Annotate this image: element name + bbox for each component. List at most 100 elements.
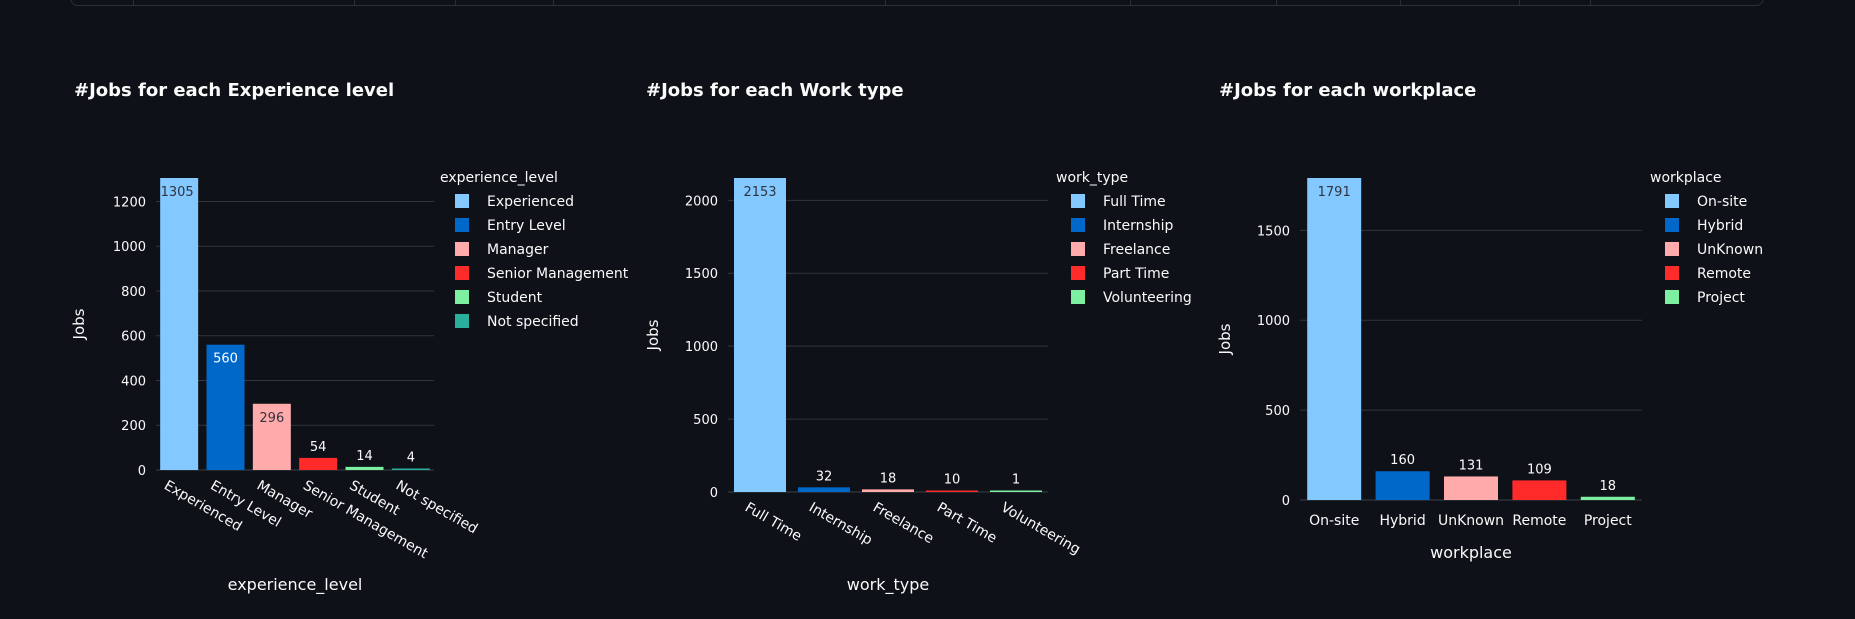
legend-swatch	[455, 314, 469, 328]
x-tick-label: Internship	[806, 500, 875, 549]
legend-title: work_type	[1056, 170, 1128, 186]
legend-swatch	[455, 242, 469, 256]
data-label: 32	[816, 469, 833, 484]
legend-item: Not specified	[487, 314, 579, 330]
legend-swatch	[1665, 290, 1679, 304]
y-axis-title: Jobs	[70, 308, 88, 340]
legend-swatch	[1665, 266, 1679, 280]
legend-item: Senior Management	[487, 266, 629, 282]
y-tick-label: 1500	[1257, 224, 1290, 239]
worktype-bar-chart[interactable]: 0 500 1000 1500 2000 2153 Full Time 32 Internshi…	[636, 140, 1196, 600]
legend-swatch	[1071, 218, 1085, 232]
y-tick-label: 0	[710, 486, 718, 501]
legend-swatch	[1071, 194, 1085, 208]
legend-swatch	[1071, 290, 1085, 304]
x-axis-title: work_type	[847, 575, 929, 595]
legend-item: Manager	[487, 242, 549, 258]
legend-item: Student	[487, 290, 543, 306]
chart-title-experience: #Jobs for each Experience level	[74, 80, 395, 101]
data-label: 18	[1600, 479, 1617, 494]
legend-item: Hybrid	[1697, 218, 1743, 234]
x-tick-label: UnKnown	[1438, 513, 1504, 529]
bar-entry-level	[206, 344, 245, 470]
y-tick-label: 400	[121, 374, 146, 389]
x-axis-title: workplace	[1430, 543, 1512, 562]
top-table-edge	[70, 0, 1764, 6]
legend-item: Internship	[1103, 218, 1174, 234]
legend-item: On-site	[1697, 194, 1747, 210]
chart-title-workplace: #Jobs for each workplace	[1219, 80, 1477, 101]
legend-swatch	[455, 290, 469, 304]
data-label: 131	[1459, 458, 1484, 473]
bar-freelance	[862, 489, 914, 492]
x-tick-label: Not specified	[393, 478, 480, 538]
x-tick-label: Hybrid	[1379, 513, 1425, 529]
legend-item: Volunteering	[1103, 290, 1192, 306]
x-tick-label: Freelance	[870, 500, 936, 548]
x-tick-label: On-site	[1309, 513, 1359, 529]
workplace-bar-chart[interactable]: 0 500 1000 1500 1791 On-site 160 Hybrid 131 UnKno…	[1208, 140, 1768, 600]
y-tick-label: 200	[121, 419, 146, 434]
bar-student	[345, 466, 384, 470]
x-tick-label: Project	[1584, 513, 1632, 529]
data-label: 1	[1012, 473, 1020, 488]
bar-senior-management	[299, 457, 338, 470]
legend-item: Full Time	[1103, 194, 1166, 210]
legend-item: Entry Level	[487, 218, 566, 234]
y-tick-label: 1500	[685, 267, 718, 282]
legend-swatch	[1071, 266, 1085, 280]
x-tick-label: Part Time	[934, 500, 999, 547]
y-axis-title: Jobs	[1216, 323, 1234, 355]
bar-remote	[1512, 480, 1567, 500]
legend-title: experience_level	[440, 170, 558, 186]
data-label: 109	[1527, 462, 1552, 477]
bar-internship	[798, 487, 850, 492]
y-tick-label: 0	[1282, 494, 1290, 509]
bar-manager	[252, 403, 291, 470]
y-tick-label: 500	[693, 413, 718, 428]
x-axis-title: experience_level	[228, 575, 363, 595]
y-tick-label: 0	[138, 464, 146, 479]
y-tick-label: 1200	[113, 195, 146, 210]
data-label: 160	[1390, 453, 1415, 468]
legend-swatch	[455, 194, 469, 208]
data-label: 560	[213, 352, 238, 367]
legend-item: Remote	[1697, 266, 1751, 282]
bar-experienced	[160, 178, 199, 470]
legend-swatch	[1071, 242, 1085, 256]
legend-item: UnKnown	[1697, 242, 1763, 258]
legend-swatch	[1665, 218, 1679, 232]
experience-bar-chart[interactable]: 0 200 400 600 800 1000 1200 1305 Experienced 560 E…	[64, 140, 629, 600]
bar-part-time	[926, 490, 978, 492]
y-tick-label: 1000	[1257, 314, 1290, 329]
legend-item: Project	[1697, 290, 1745, 306]
legend-swatch	[1665, 242, 1679, 256]
data-label: 296	[259, 411, 284, 426]
legend-item: Freelance	[1103, 242, 1170, 258]
bar-full-time	[734, 178, 786, 492]
y-axis-title: Jobs	[644, 319, 662, 351]
data-label: 10	[944, 473, 961, 488]
data-label: 1305	[161, 185, 194, 200]
data-label: 1791	[1318, 185, 1351, 200]
y-tick-label: 2000	[685, 194, 718, 209]
bar-unknown	[1444, 476, 1498, 500]
x-tick-label: Volunteering	[998, 500, 1083, 558]
legend-swatch	[455, 218, 469, 232]
chart-title-worktype: #Jobs for each Work type	[646, 80, 904, 101]
data-label: 4	[407, 451, 415, 466]
legend-swatch	[1665, 194, 1679, 208]
legend-item: Part Time	[1103, 266, 1169, 282]
legend-title: workplace	[1650, 170, 1722, 186]
data-label: 2153	[743, 185, 776, 200]
bar-on-site	[1307, 178, 1362, 500]
data-label: 18	[880, 471, 897, 486]
data-label: 14	[356, 449, 373, 464]
legend-swatch	[455, 266, 469, 280]
y-tick-label: 600	[121, 330, 146, 345]
data-label: 54	[310, 440, 327, 455]
bar-volunteering	[990, 490, 1042, 492]
bar-not-specified	[391, 468, 430, 470]
legend-item: Experienced	[487, 194, 574, 210]
y-tick-label: 1000	[113, 240, 146, 255]
